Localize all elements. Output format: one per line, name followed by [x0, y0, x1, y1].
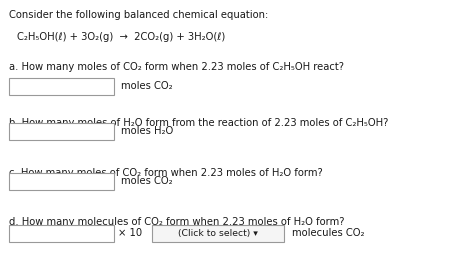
Text: C₂H₅OH(ℓ) + 3O₂(g)  →  2CO₂(g) + 3H₂O(ℓ): C₂H₅OH(ℓ) + 3O₂(g) → 2CO₂(g) + 3H₂O(ℓ): [17, 32, 225, 42]
FancyBboxPatch shape: [9, 123, 114, 140]
Text: b. How many moles of H₂O form from the reaction of 2.23 moles of C₂H₅OH?: b. How many moles of H₂O form from the r…: [9, 118, 389, 128]
FancyBboxPatch shape: [9, 78, 114, 95]
Text: (Click to select) ▾: (Click to select) ▾: [178, 229, 258, 238]
Text: × 10: × 10: [118, 228, 143, 238]
Text: molecules CO₂: molecules CO₂: [292, 228, 364, 238]
FancyBboxPatch shape: [9, 225, 114, 242]
Text: moles H₂O: moles H₂O: [121, 126, 173, 136]
Text: Consider the following balanced chemical equation:: Consider the following balanced chemical…: [9, 10, 269, 20]
Text: a. How many moles of CO₂ form when 2.23 moles of C₂H₅OH react?: a. How many moles of CO₂ form when 2.23 …: [9, 62, 345, 72]
Text: moles CO₂: moles CO₂: [121, 81, 173, 91]
Text: c. How many moles of CO₂ form when 2.23 moles of H₂O form?: c. How many moles of CO₂ form when 2.23 …: [9, 168, 323, 178]
Text: moles CO₂: moles CO₂: [121, 176, 173, 186]
FancyBboxPatch shape: [9, 173, 114, 190]
Text: d. How many molecules of CO₂ form when 2.23 moles of H₂O form?: d. How many molecules of CO₂ form when 2…: [9, 217, 345, 227]
FancyBboxPatch shape: [152, 225, 284, 242]
